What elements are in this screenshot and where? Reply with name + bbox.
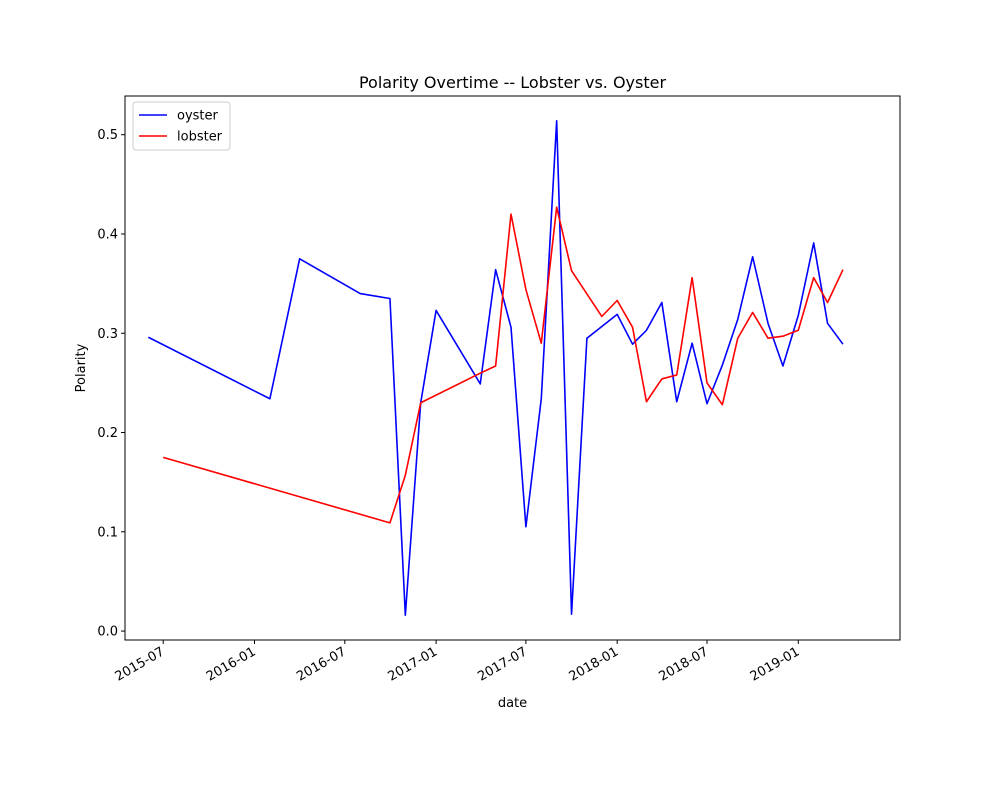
legend: oyster lobster xyxy=(132,101,231,151)
y-tick-label: 0.3 xyxy=(97,327,118,342)
x-axis-label: date xyxy=(498,696,527,711)
y-axis: 0.0 0.1 0.2 0.3 0.4 0.5 xyxy=(97,128,125,640)
y-tick-label: 0.5 xyxy=(97,128,118,143)
legend-label-lobster: lobster xyxy=(177,130,223,145)
series-line-lobster xyxy=(162,206,844,524)
plot-frame xyxy=(124,95,901,641)
y-tick-label: 0.2 xyxy=(97,426,118,441)
series-line-oyster xyxy=(147,120,844,616)
y-tick-label: 0.1 xyxy=(97,525,118,540)
legend-label-oyster: oyster xyxy=(177,109,219,124)
y-axis-label: Polarity xyxy=(74,343,89,392)
chart-title: Polarity Overtime -- Lobster vs. Oyster xyxy=(359,73,667,92)
y-tick-label: 0.4 xyxy=(97,227,118,242)
y-tick-label: 0.0 xyxy=(97,625,118,640)
series-layer xyxy=(147,120,844,616)
legend-box xyxy=(132,101,231,151)
